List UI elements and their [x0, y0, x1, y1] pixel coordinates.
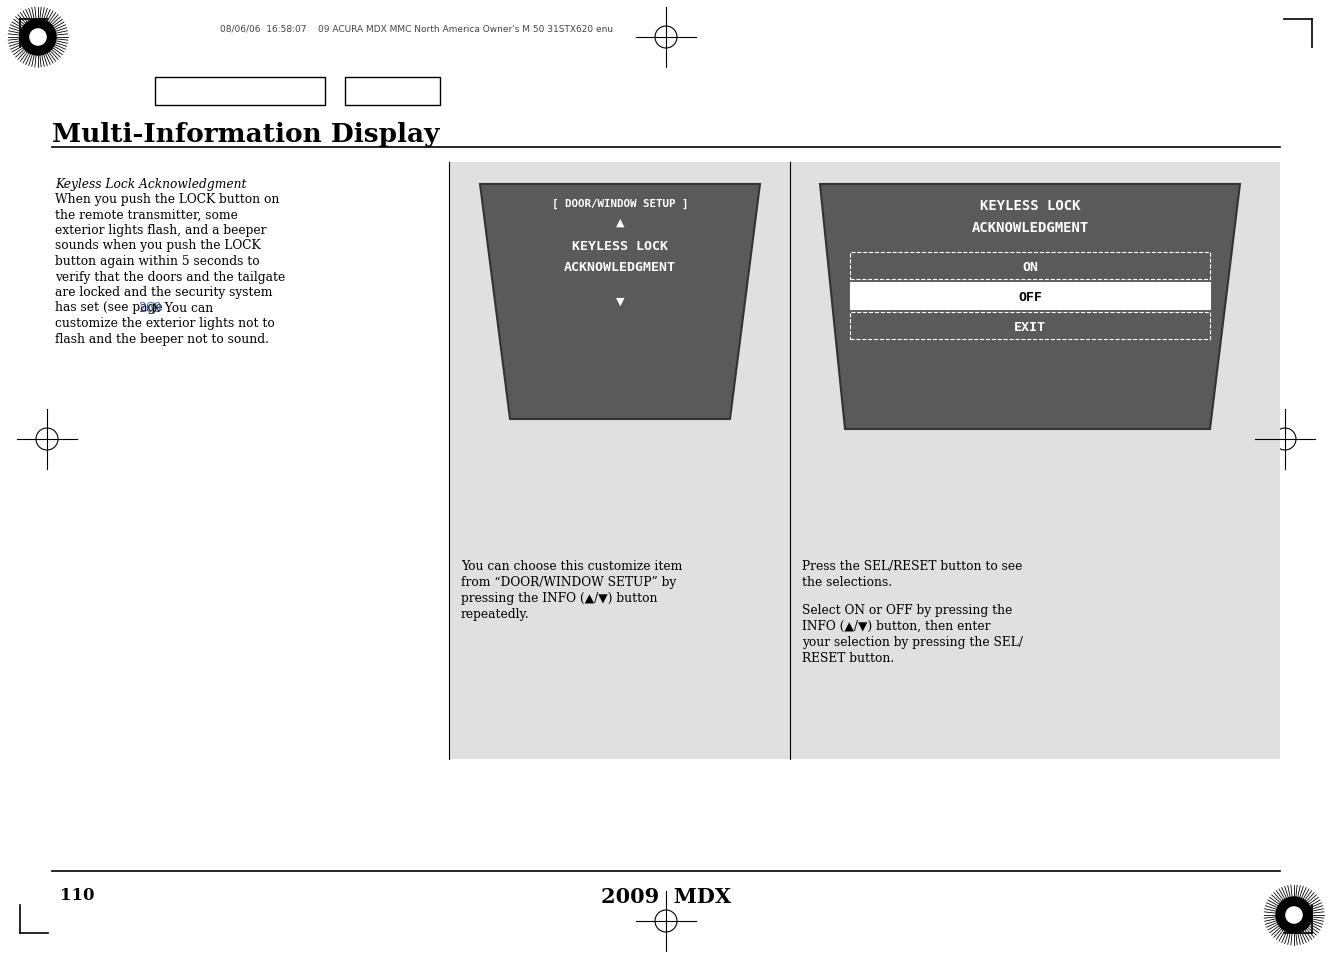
Bar	[850, 313, 1209, 339]
Text: repeatedly.: repeatedly.	[461, 607, 530, 620]
Text: KEYLESS LOCK: KEYLESS LOCK	[571, 240, 669, 253]
Polygon shape	[480, 185, 761, 419]
Text: OFF: OFF	[1018, 291, 1042, 304]
Text: 110: 110	[60, 886, 95, 903]
Text: ON: ON	[1022, 261, 1038, 274]
Bar	[449, 163, 790, 760]
Text: flash and the beeper not to sound.: flash and the beeper not to sound.	[55, 333, 269, 345]
Text: customize the exterior lights not to: customize the exterior lights not to	[55, 316, 274, 330]
Text: INFO (▲/▼) button, then enter: INFO (▲/▼) button, then enter	[802, 619, 991, 633]
Bar	[345, 78, 440, 106]
Text: ACKNOWLEDGMENT: ACKNOWLEDGMENT	[971, 221, 1088, 234]
Text: Keyless Lock Acknowledgment: Keyless Lock Acknowledgment	[55, 178, 246, 191]
Text: verify that the doors and the tailgate: verify that the doors and the tailgate	[55, 271, 285, 283]
Text: the selections.: the selections.	[802, 576, 892, 588]
Bar	[790, 163, 1280, 760]
Circle shape	[1285, 907, 1303, 923]
Text: from “DOOR/WINDOW SETUP” by: from “DOOR/WINDOW SETUP” by	[461, 576, 677, 588]
Bar	[155, 78, 325, 106]
Text: You can choose this customize item: You can choose this customize item	[461, 559, 682, 573]
Text: Press the SEL/RESET button to see: Press the SEL/RESET button to see	[802, 559, 1023, 573]
Text: pressing the INFO (▲/▼) button: pressing the INFO (▲/▼) button	[461, 592, 658, 604]
Text: exterior lights flash, and a beeper: exterior lights flash, and a beeper	[55, 224, 266, 236]
Text: 08/06/06  16:58:07    09 ACURA MDX MMC North America Owner's M 50 31STX620 enu: 08/06/06 16:58:07 09 ACURA MDX MMC North…	[220, 24, 613, 33]
Text: ). You can: ). You can	[152, 301, 213, 314]
Bar	[850, 253, 1209, 280]
Text: ▼: ▼	[615, 296, 625, 307]
Polygon shape	[821, 185, 1240, 430]
Text: When you push the LOCK button on: When you push the LOCK button on	[55, 193, 280, 206]
Text: 269: 269	[139, 301, 161, 314]
Bar	[850, 283, 1209, 310]
Text: ▲: ▲	[615, 218, 625, 228]
Text: 2009  MDX: 2009 MDX	[601, 886, 731, 906]
Text: sounds when you push the LOCK: sounds when you push the LOCK	[55, 239, 261, 253]
Text: the remote transmitter, some: the remote transmitter, some	[55, 209, 238, 221]
Text: Multi-Information Display: Multi-Information Display	[52, 122, 440, 147]
Circle shape	[1276, 897, 1312, 933]
Text: RESET button.: RESET button.	[802, 651, 894, 664]
Text: button again within 5 seconds to: button again within 5 seconds to	[55, 254, 260, 268]
Text: KEYLESS LOCK: KEYLESS LOCK	[980, 199, 1080, 213]
Text: Select ON or OFF by pressing the: Select ON or OFF by pressing the	[802, 603, 1012, 617]
Circle shape	[29, 30, 47, 46]
Circle shape	[20, 20, 56, 56]
Text: EXIT: EXIT	[1014, 320, 1046, 334]
Text: your selection by pressing the SEL/: your selection by pressing the SEL/	[802, 636, 1023, 648]
Text: are locked and the security system: are locked and the security system	[55, 286, 273, 298]
Text: [ DOOR/WINDOW SETUP ]: [ DOOR/WINDOW SETUP ]	[551, 199, 689, 209]
Text: has set (see page: has set (see page	[55, 301, 166, 314]
Text: ACKNOWLEDGMENT: ACKNOWLEDGMENT	[563, 261, 677, 274]
